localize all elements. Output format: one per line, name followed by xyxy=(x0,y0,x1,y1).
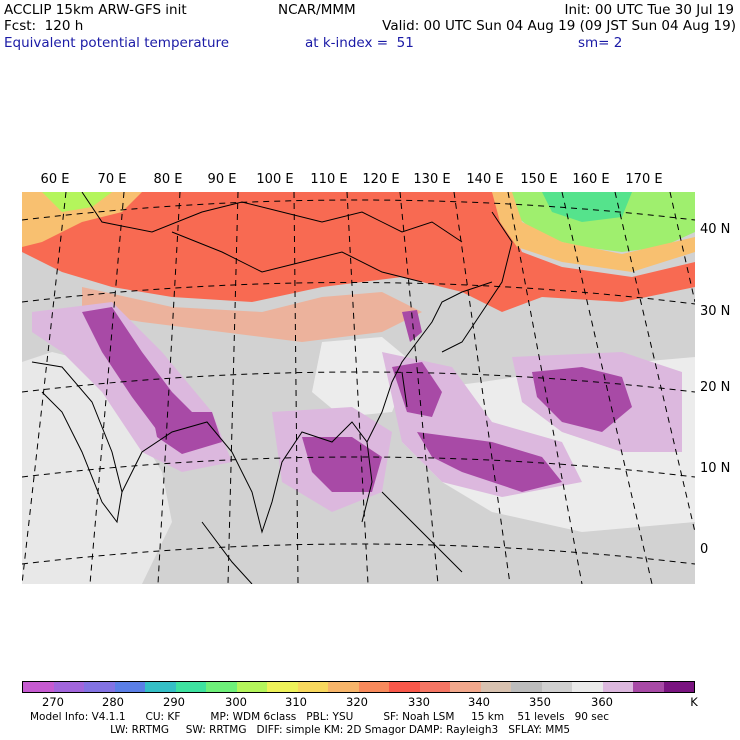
lon-label: 150 E xyxy=(520,172,558,187)
colorbar-tick-label: 320 xyxy=(346,695,368,709)
colorbar-tick-label: 280 xyxy=(102,695,124,709)
lat-label: 30 N xyxy=(700,304,731,319)
lat-label: 0 xyxy=(700,542,709,557)
colorbar-tick-label: 310 xyxy=(285,695,307,709)
colorbar-tick-label: 270 xyxy=(42,695,64,709)
colorbar-tick-label: 290 xyxy=(163,695,185,709)
theta-e-map xyxy=(22,192,695,584)
colorbar-tick-label: 330 xyxy=(408,695,430,709)
lon-label: 90 E xyxy=(207,172,237,187)
colorbar-swatch xyxy=(480,682,511,692)
colorbar-swatch xyxy=(175,682,206,692)
model-info-line2: LW: RRTMG SW: RRTMG DIFF: simple KM: 2D … xyxy=(30,724,571,736)
purple-max-korea xyxy=(402,310,422,342)
lat-label: 10 N xyxy=(700,461,731,476)
purple-max-india xyxy=(82,307,202,442)
colorbar-tick-label: 360 xyxy=(591,695,613,709)
lat-label: 40 N xyxy=(700,222,731,237)
colorbar-swatch xyxy=(267,682,298,692)
colorbar-swatch xyxy=(419,682,450,692)
purple-max-taiwan xyxy=(392,362,442,417)
lon-label: 130 E xyxy=(413,172,451,187)
lon-label: 140 E xyxy=(466,172,504,187)
colorbar-swatch xyxy=(84,682,115,692)
colorbar-tick-label: 340 xyxy=(468,695,490,709)
lon-label: 110 E xyxy=(310,172,348,187)
cool-core-northeast xyxy=(542,192,632,222)
colorbar-swatch xyxy=(389,682,420,692)
coastlines xyxy=(31,192,513,584)
colorbar-swatch xyxy=(53,682,84,692)
lon-label: 70 E xyxy=(97,172,127,187)
model-info-line1: Model Info: V4.1.1 CU: KF MP: WDM 6class… xyxy=(30,711,609,723)
lat-label: 20 N xyxy=(700,380,731,395)
colorbar-swatch xyxy=(114,682,145,692)
colorbar-tick-label: 350 xyxy=(529,695,551,709)
colorbar-swatch xyxy=(206,682,237,692)
colorbar-swatch xyxy=(297,682,328,692)
init-time: Init: 00 UTC Tue 30 Jul 19 xyxy=(564,2,734,18)
lon-label: 160 E xyxy=(572,172,610,187)
colorbar-swatch xyxy=(23,682,54,692)
colorbar-swatch xyxy=(145,682,176,692)
orange-band-northeast xyxy=(492,192,695,272)
lighter-warm-band xyxy=(82,287,422,342)
lon-label: 170 E xyxy=(625,172,663,187)
valid-time: Valid: 00 UTC Sun 04 Aug 19 (09 JST Sun … xyxy=(382,18,736,34)
orange-band-northwest xyxy=(22,192,142,247)
smoothing-label: sm= 2 xyxy=(578,35,623,51)
lon-label: 80 E xyxy=(153,172,183,187)
colorbar-swatch xyxy=(511,682,542,692)
colorbar xyxy=(22,681,695,693)
warm-region-north xyxy=(22,192,695,312)
colorbar-tick-label: K xyxy=(690,695,698,709)
colorbar-tick-label: 300 xyxy=(225,695,247,709)
colorbar-swatch xyxy=(602,682,633,692)
field-name: Equivalent potential temperature xyxy=(4,35,230,51)
lon-label: 60 E xyxy=(40,172,70,187)
forecast-hour: Fcst: 120 h xyxy=(4,18,84,34)
lon-label: 100 E xyxy=(256,172,294,187)
colorbar-swatch xyxy=(328,682,359,692)
colorbar-swatch xyxy=(358,682,389,692)
graticule xyxy=(22,192,695,584)
colorbar-swatch xyxy=(236,682,267,692)
lon-label: 120 E xyxy=(362,172,400,187)
colorbar-swatch xyxy=(572,682,603,692)
institution-label: NCAR/MMM xyxy=(278,2,356,18)
level-label: at k-index = 51 xyxy=(305,35,414,51)
green-patch-northwest xyxy=(42,192,112,212)
colorbar-swatch xyxy=(663,682,694,692)
colorbar-swatch xyxy=(450,682,481,692)
model-title: ACCLIP 15km ARW-GFS init xyxy=(4,2,187,18)
purple-max-philippines xyxy=(417,432,562,492)
colorbar-swatch xyxy=(633,682,664,692)
colorbar-swatch xyxy=(541,682,572,692)
